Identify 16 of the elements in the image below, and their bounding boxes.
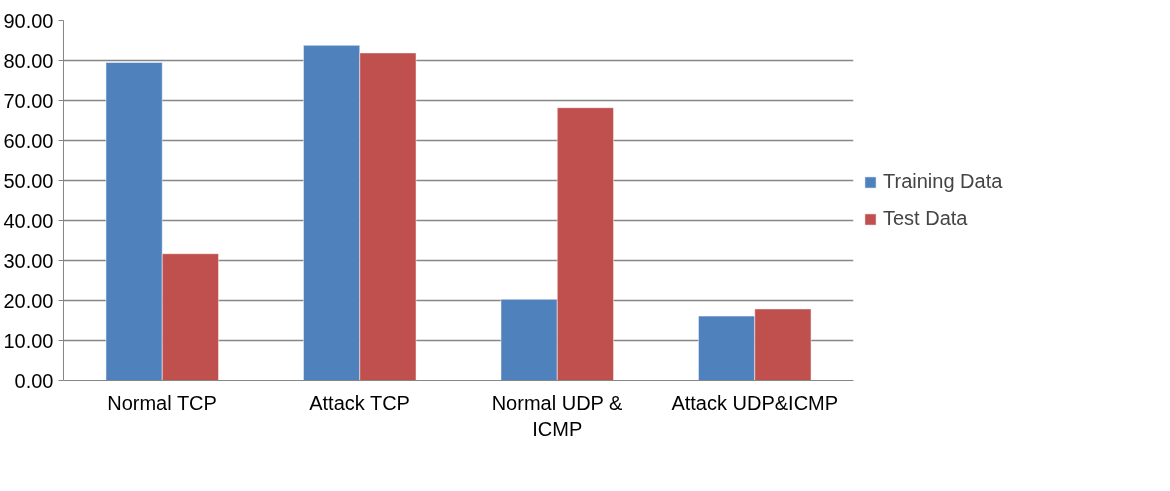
y-tick-label: 0.00 bbox=[14, 369, 54, 392]
y-tick-label: 30.00 bbox=[3, 249, 54, 272]
y-tick-label: 50.00 bbox=[3, 169, 54, 192]
legend-label: Training Data bbox=[883, 170, 1003, 193]
x-tick-label: Normal UDP & ICMP bbox=[491, 391, 624, 440]
y-tick-label: 20.00 bbox=[3, 289, 54, 312]
x-tick-label: Attack UDP&ICMP bbox=[671, 391, 839, 414]
x-tick-label: Normal TCP bbox=[107, 391, 217, 414]
y-tick-label: 40.00 bbox=[3, 209, 54, 232]
y-tick-label: 60.00 bbox=[3, 129, 54, 152]
y-tick-label: 80.00 bbox=[3, 49, 54, 72]
y-tick-label: 70.00 bbox=[3, 89, 54, 112]
x-tick-label: Attack TCP bbox=[309, 391, 410, 414]
legend-label: Test Data bbox=[883, 207, 968, 230]
y-tick-label: 90.00 bbox=[3, 9, 54, 32]
y-tick-label: 10.00 bbox=[3, 329, 54, 352]
